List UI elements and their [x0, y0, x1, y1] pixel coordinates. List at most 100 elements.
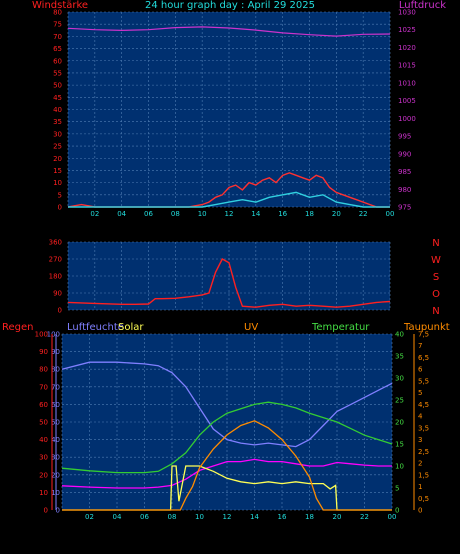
pressure-y-tick: 1015 [398, 62, 416, 70]
rain-y-tick: 10 [39, 489, 48, 497]
weather-panel-x-tick: 08 [168, 513, 177, 521]
wind-y-tick: 30 [53, 130, 62, 138]
uv-y-tick: 3,5 [418, 424, 429, 432]
rain-y-tick: 20 [39, 471, 48, 479]
direction-y-tick: 270 [49, 256, 62, 264]
wind-panel-x-tick: 08 [171, 210, 180, 218]
wind-y-tick: 80 [53, 9, 62, 17]
dewpoint-series [61, 458, 392, 489]
direction-compass-label: N [432, 238, 439, 249]
pressure-y-tick: 975 [398, 204, 411, 212]
direction-y-tick: 360 [49, 239, 62, 247]
weather-panel-x-tick: 20 [333, 513, 342, 521]
uv-label: UV [244, 322, 259, 333]
wind-y-tick: 45 [53, 94, 62, 102]
direction-y-tick: 180 [49, 273, 62, 281]
temperature-label: Temperatur [312, 322, 370, 333]
pressure-series [67, 26, 391, 37]
direction-y-tick: 0 [58, 307, 62, 315]
uv-y-tick: 0,5 [418, 495, 429, 503]
weather-panel-x-tick: 02 [85, 513, 94, 521]
direction-compass-label: S [433, 272, 439, 283]
uv-y-tick: 3 [418, 436, 422, 444]
weather-panel-x-tick: 16 [278, 513, 287, 521]
wind-y-tick: 50 [53, 82, 62, 90]
pressure-y-tick: 1005 [398, 97, 416, 105]
temperature-y-tick: 5 [395, 485, 399, 493]
uv-y-tick: 4 [418, 413, 423, 421]
wind-y-tick: 60 [53, 57, 62, 65]
uv-y-tick: 1 [418, 483, 422, 491]
rain-y-tick: 0 [44, 507, 48, 515]
wind-panel-x-tick: 00 [386, 210, 395, 218]
solar-series [62, 465, 392, 511]
dewpoint-label: Taupunkt [404, 322, 450, 333]
weather-panel-x-tick: 06 [140, 513, 149, 521]
uv-y-tick: 7,5 [418, 331, 429, 339]
wind-panel-x-tick: 04 [117, 210, 126, 218]
humidity-series [61, 361, 393, 448]
uv-y-tick: 7 [418, 342, 422, 350]
temperature-y-tick: 10 [395, 463, 404, 471]
wind-panel-x-tick: 20 [332, 210, 341, 218]
uv-y-tick: 6 [418, 366, 423, 374]
rain-y-tick: 100 [35, 331, 48, 339]
wind-y-tick: 75 [53, 21, 62, 29]
rain-y-tick: 40 [39, 436, 48, 444]
pressure-y-tick: 1020 [398, 44, 416, 52]
weather-panel-x-tick: 22 [360, 513, 369, 521]
wind-y-tick: 35 [53, 118, 62, 126]
rain-y-tick: 90 [39, 348, 48, 356]
pressure-axis-label: Luftdruck [398, 0, 446, 11]
temperature-y-tick: 20 [395, 419, 404, 427]
wind-panel-x-tick: 12 [225, 210, 234, 218]
uv-y-tick: 0 [418, 507, 422, 515]
wind-panel-x-tick: 18 [305, 210, 314, 218]
wind-y-tick: 25 [53, 143, 62, 151]
chart-title: 24 hour graph day : April 29 2025 [145, 0, 315, 11]
pressure-y-tick: 980 [398, 186, 411, 194]
uv-y-tick: 2,5 [418, 448, 429, 456]
rain-y-tick: 60 [39, 401, 48, 409]
wind-panel-x-tick: 16 [278, 210, 287, 218]
wind-y-tick: 70 [53, 33, 62, 41]
wind-panel-x-tick: 06 [144, 210, 153, 218]
rain-label: Regen [2, 322, 34, 333]
weather-panel-x-tick: 12 [223, 513, 232, 521]
pressure-y-tick: 1000 [398, 115, 416, 123]
temperature-y-tick: 25 [395, 397, 404, 405]
uv-y-tick: 5,5 [418, 377, 429, 385]
weather-panel-x-tick: 14 [250, 513, 259, 521]
pressure-y-tick: 990 [398, 150, 411, 158]
wind-panel-x-tick: 02 [90, 210, 99, 218]
wind-y-tick: 55 [53, 69, 62, 77]
wind-y-tick: 65 [53, 45, 62, 53]
uv-series [62, 420, 392, 511]
wind-y-tick: 0 [58, 204, 62, 212]
wind-y-tick: 5 [58, 191, 62, 199]
uv-y-tick: 6,5 [418, 354, 429, 362]
humidity-label: Luftfeuchte [67, 322, 124, 333]
pressure-y-tick: 1030 [398, 9, 416, 17]
temperature-y-tick: 0 [395, 507, 399, 515]
temperature-y-tick: 15 [395, 441, 404, 449]
temperature-y-tick: 30 [395, 375, 404, 383]
rain-y-tick: 70 [39, 383, 48, 391]
wind-y-tick: 10 [53, 179, 62, 187]
wind-panel-x-tick: 14 [251, 210, 260, 218]
temperature-series [61, 401, 393, 474]
humidity-y-tick: 0 [56, 507, 60, 515]
pressure-y-tick: 1025 [398, 26, 416, 34]
direction-compass-label: O [432, 289, 440, 300]
rain-y-tick: 30 [39, 454, 48, 462]
wind-y-tick: 20 [53, 155, 62, 163]
direction-compass-label: W [431, 255, 441, 266]
solar-label: Solar [118, 322, 144, 333]
temperature-y-tick: 35 [395, 353, 404, 361]
wind-y-tick: 15 [53, 167, 62, 175]
rain-y-tick: 80 [39, 366, 48, 374]
wind-axis-label: Windstärke [32, 0, 89, 11]
uv-y-tick: 2 [418, 460, 422, 468]
direction-compass-label: N [432, 306, 439, 317]
